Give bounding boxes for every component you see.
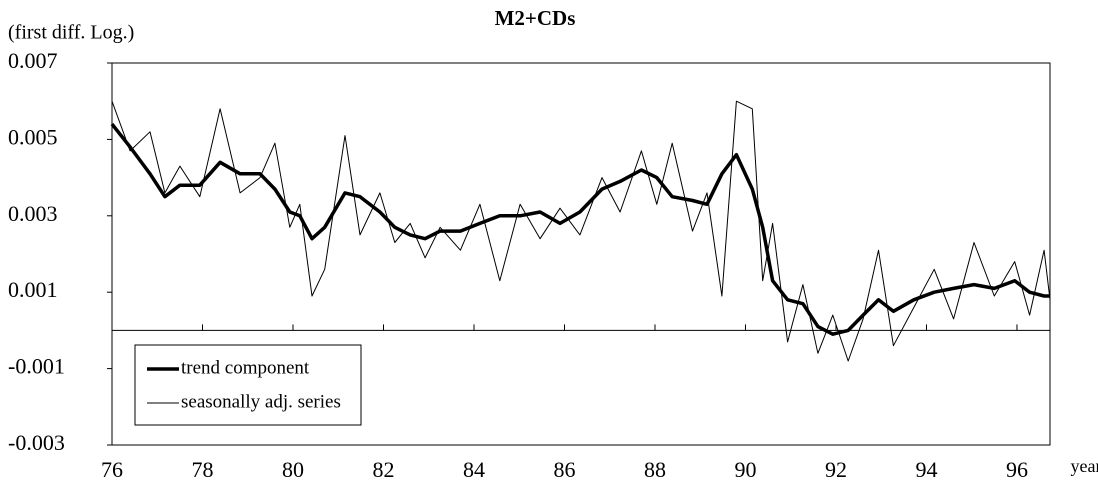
x-tick-label: 96: [1006, 457, 1028, 482]
y-tick-label: -0.003: [8, 430, 65, 455]
x-axis-label: year: [1071, 456, 1098, 476]
y-tick-label: 0.007: [8, 48, 58, 73]
x-tick-label: 92: [825, 457, 847, 482]
y-tick-label: 0.001: [8, 277, 58, 302]
legend-label: trend component: [181, 357, 310, 378]
x-tick-label: 76: [101, 457, 123, 482]
x-tick-label: 84: [463, 457, 485, 482]
y-tick-label: -0.001: [8, 354, 65, 379]
x-tick-label: 88: [644, 457, 666, 482]
x-tick-label: 82: [372, 457, 394, 482]
y-axis-label: (first diff. Log.): [8, 22, 134, 44]
plot-area: [111, 62, 1051, 446]
y-tick-label: 0.005: [8, 124, 58, 149]
legend-box: [134, 344, 362, 426]
x-tick-label: 78: [191, 457, 213, 482]
y-tick-label: 0.003: [8, 201, 58, 226]
legend-label: seasonally adj. series: [181, 391, 341, 412]
series-line: [110, 123, 1050, 336]
x-tick-label: 80: [282, 457, 304, 482]
series-line: [111, 100, 1051, 362]
x-tick-label: 86: [553, 457, 575, 482]
chart-title: M2+CDs: [495, 6, 576, 30]
x-tick-label: 90: [734, 457, 756, 482]
x-tick-label: 94: [915, 457, 937, 482]
